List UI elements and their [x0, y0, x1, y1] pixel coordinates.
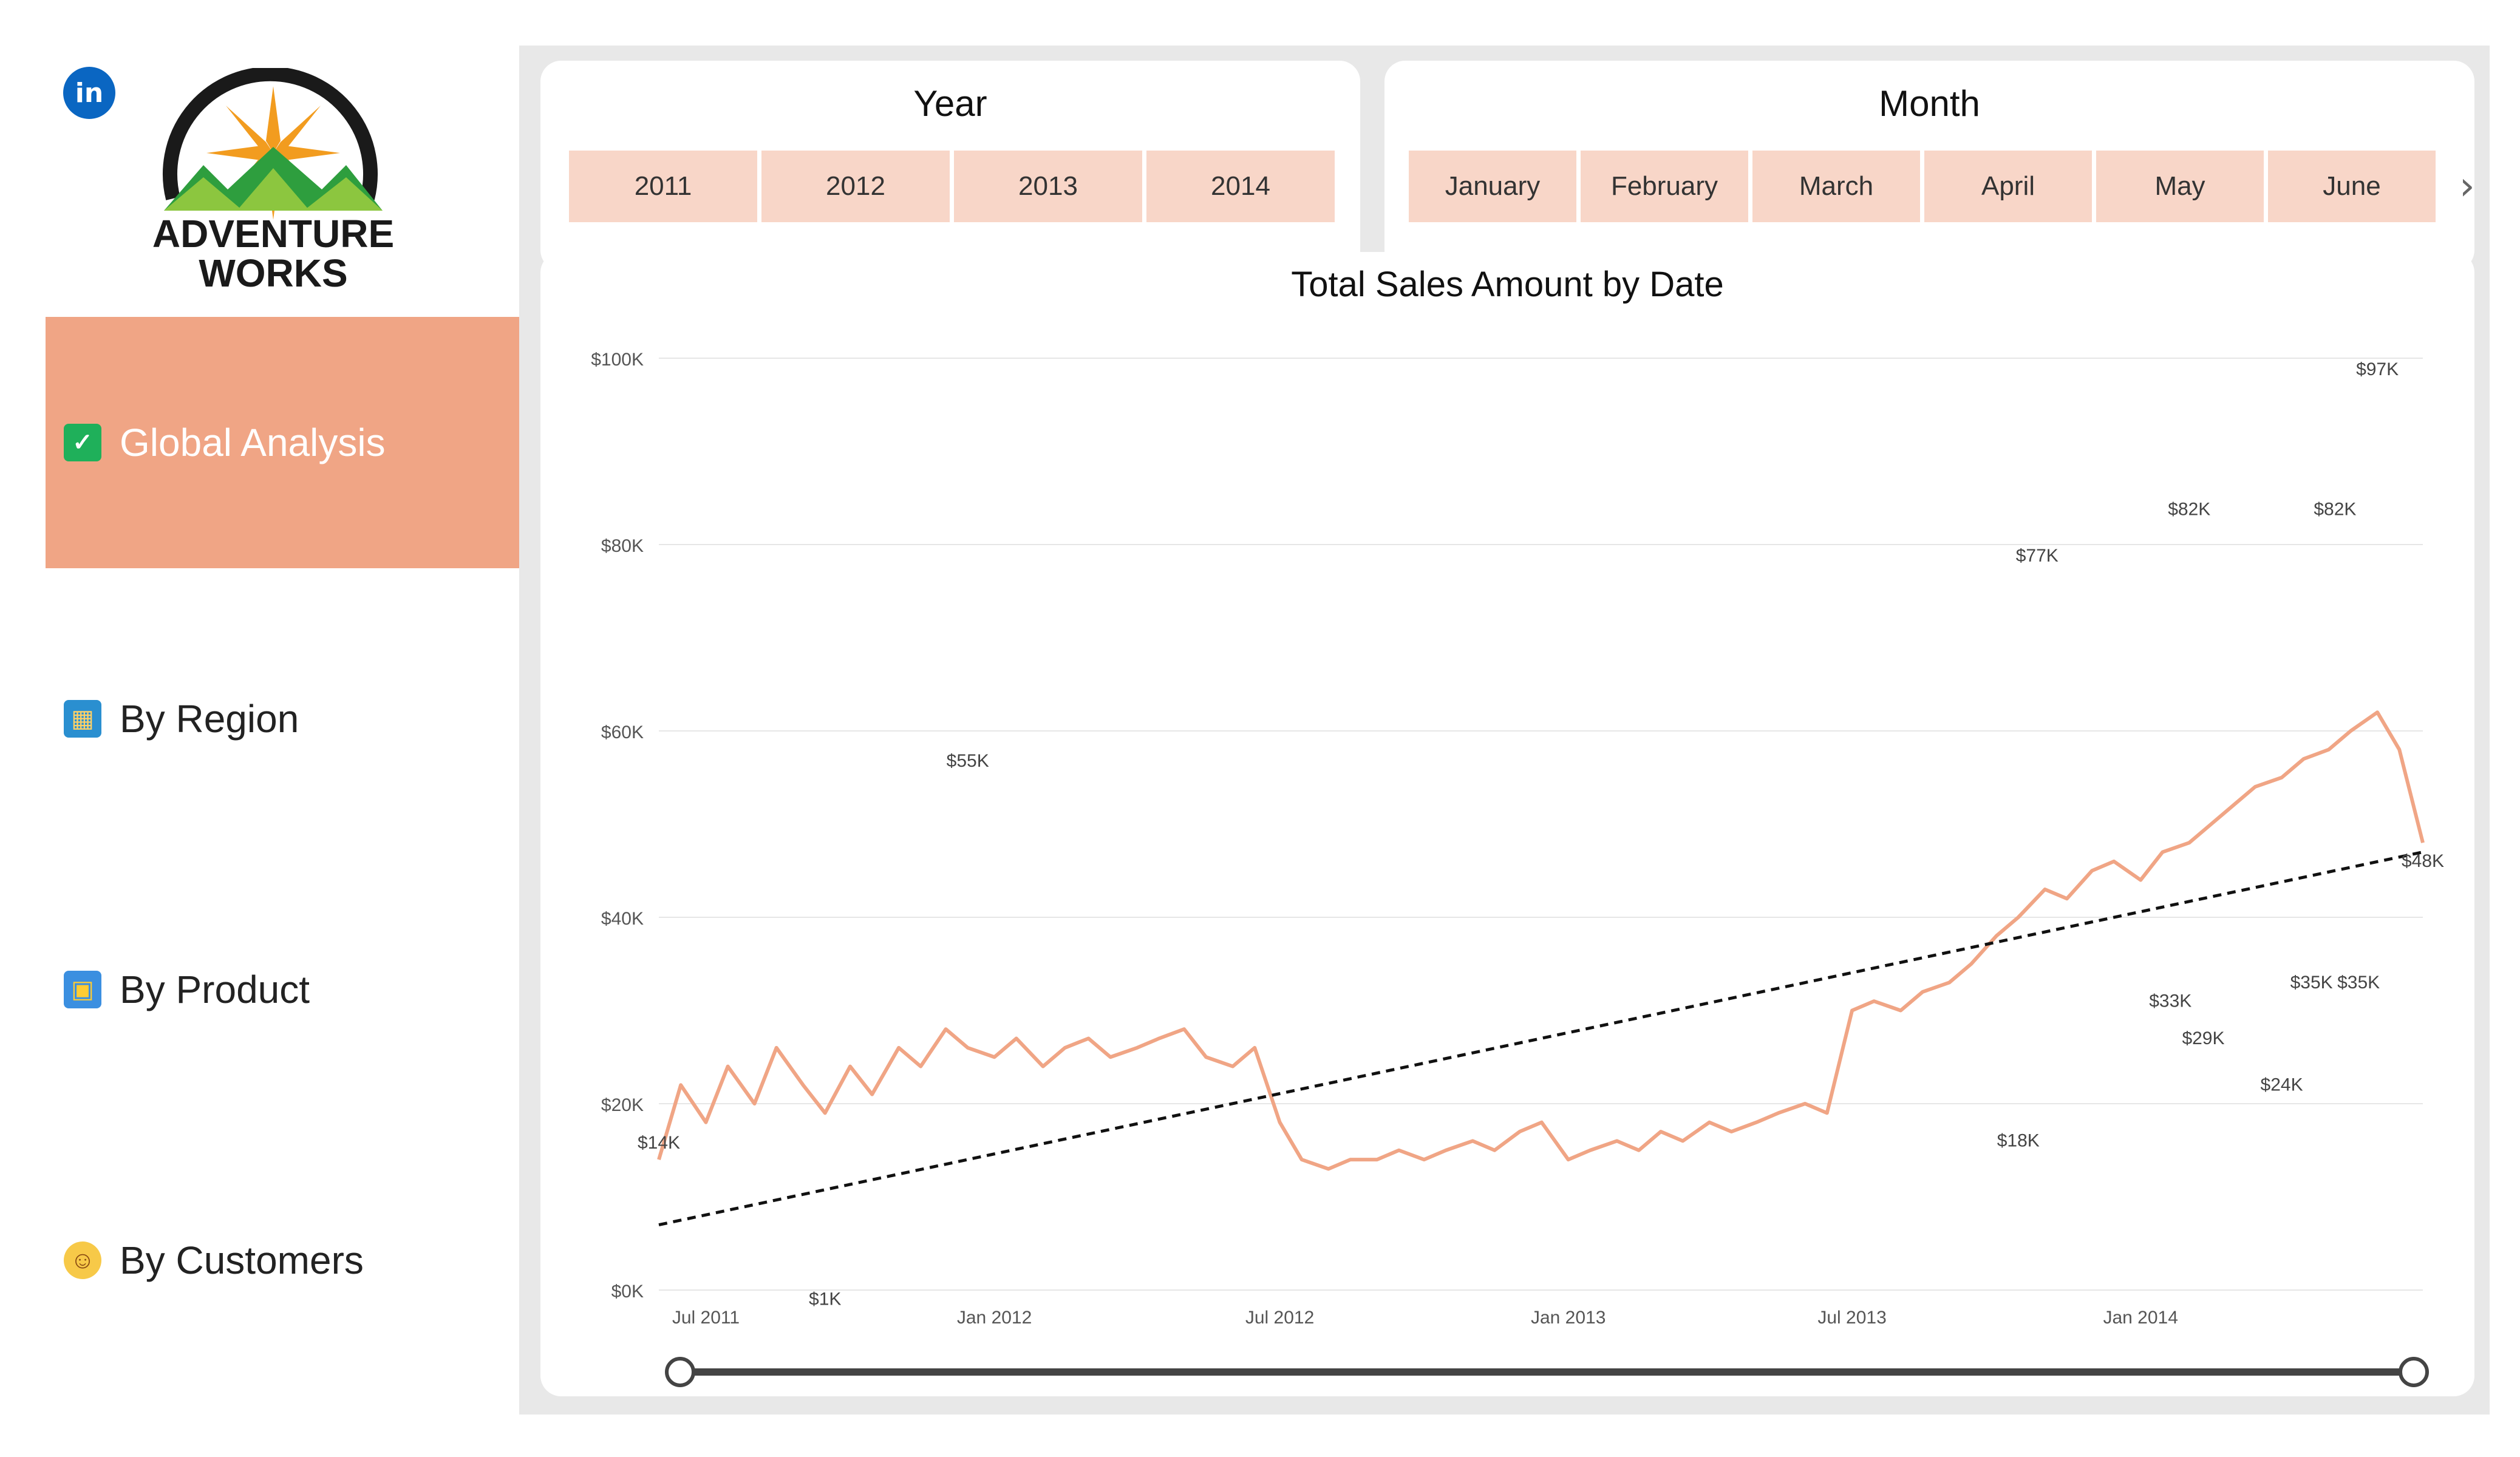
- logo-line2: WORKS: [199, 251, 347, 295]
- chart-title: Total Sales Amount by Date: [1291, 265, 1724, 304]
- year-chip-2013[interactable]: 2013: [954, 151, 1142, 222]
- data-label: $35K: [2290, 973, 2333, 993]
- nav-global-analysis[interactable]: ✓ Global Analysis: [46, 317, 519, 568]
- month-chip-january[interactable]: January: [1409, 151, 1576, 222]
- x-tick-label: Jan 2013: [1531, 1308, 1606, 1328]
- sales-series-line: [657, 710, 2425, 1171]
- logo-line1: ADVENTURE: [152, 212, 394, 256]
- chevron-right-icon[interactable]: ›: [2459, 164, 2475, 209]
- nav-by-product[interactable]: ▣ By Product: [46, 864, 519, 1115]
- report-canvas: Year 2011 2012 2013 2014 Month January F…: [519, 46, 2490, 1415]
- nav-by-customers-label: By Customers: [120, 1238, 364, 1282]
- month-slicer: Month January February March April May J…: [1384, 61, 2475, 271]
- year-slicer-title: Year: [913, 83, 987, 124]
- linkedin-icon[interactable]: in: [63, 67, 115, 119]
- data-label: $33K: [2149, 991, 2191, 1011]
- data-label: $24K: [2261, 1075, 2303, 1095]
- adventure-works-logo: ADVENTURE WORKS: [152, 68, 394, 295]
- y-tick-label: $20K: [601, 1095, 644, 1115]
- year-slicer: Year 2011 2012 2013 2014: [540, 61, 1360, 271]
- sales-line-chart-card: Total Sales Amount by Date $0K $20K $40K $6…: [540, 252, 2474, 1396]
- nav-by-region[interactable]: ▦ By Region: [46, 593, 519, 844]
- data-label: $35K: [2337, 973, 2380, 993]
- data-label: $77K: [2016, 546, 2059, 566]
- nav-global-analysis-label: Global Analysis: [120, 421, 386, 464]
- linkedin-icon-text: in: [75, 77, 104, 109]
- date-slider-end-handle[interactable]: [2399, 1357, 2429, 1387]
- y-tick-label: $0K: [611, 1282, 644, 1302]
- data-label: $18K: [1997, 1131, 2040, 1151]
- data-label: $82K: [2168, 499, 2210, 519]
- year-chip-2014[interactable]: 2014: [1146, 151, 1335, 222]
- month-chip-april[interactable]: April: [1924, 151, 2092, 222]
- check-icon: ✓: [64, 424, 101, 461]
- data-label: $97K: [2356, 359, 2399, 379]
- x-tick-label: Jul 2012: [1245, 1308, 1314, 1328]
- month-chip-february[interactable]: February: [1581, 151, 1748, 222]
- data-label: $1K: [809, 1289, 841, 1309]
- date-slider-start-handle[interactable]: [665, 1357, 695, 1387]
- map-icon: ▦: [64, 700, 101, 738]
- shopping-bag-icon: ▣: [64, 971, 101, 1008]
- data-label: $29K: [2182, 1028, 2224, 1048]
- sales-line-chart: $0K $20K $40K $60K $80K $100K Jul 2011 Jan 2012…: [591, 350, 2444, 1387]
- x-tick-label: Jul 2013: [1817, 1308, 1886, 1328]
- trend-line: [658, 851, 2423, 1226]
- nav-by-region-label: By Region: [120, 697, 299, 741]
- data-label: $14K: [638, 1133, 680, 1153]
- month-chip-may[interactable]: May: [2096, 151, 2264, 222]
- data-label: $82K: [2314, 499, 2356, 519]
- month-slicer-title: Month: [1879, 83, 1980, 124]
- x-tick-label: Jul 2011: [672, 1308, 740, 1328]
- data-label: $48K: [2402, 851, 2444, 871]
- year-chip-2012[interactable]: 2012: [761, 151, 950, 222]
- y-tick-label: $100K: [591, 350, 644, 370]
- y-tick-label: $80K: [601, 536, 644, 556]
- year-chip-2011[interactable]: 2011: [569, 151, 757, 222]
- nav-by-customers[interactable]: ☺ By Customers: [46, 1135, 519, 1386]
- month-chip-june[interactable]: June: [2268, 151, 2436, 222]
- y-tick-label: $40K: [601, 909, 644, 929]
- month-chip-march[interactable]: March: [1752, 151, 1920, 222]
- x-tick-label: Jan 2012: [957, 1308, 1032, 1328]
- nav-by-product-label: By Product: [120, 968, 310, 1011]
- person-raising-hand-icon: ☺: [64, 1241, 101, 1279]
- x-tick-label: Jan 2014: [2103, 1308, 2178, 1328]
- y-tick-label: $60K: [601, 722, 644, 742]
- data-label: $55K: [947, 751, 989, 771]
